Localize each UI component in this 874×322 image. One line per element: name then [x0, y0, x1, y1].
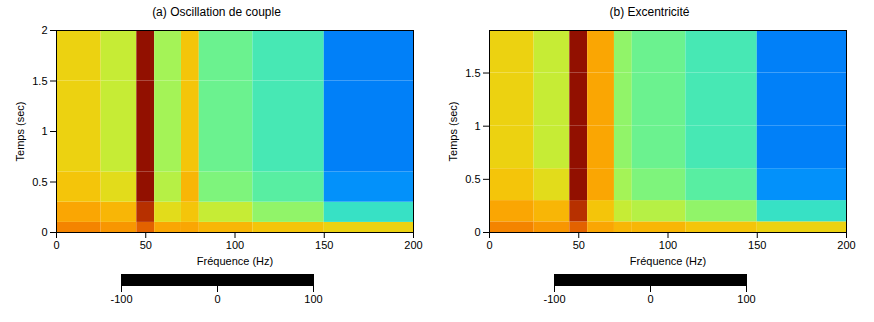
svg-text:2: 2	[41, 24, 47, 36]
svg-text:0.5: 0.5	[465, 173, 480, 185]
svg-text:50: 50	[140, 239, 152, 251]
svg-text:200: 200	[404, 239, 422, 251]
svg-text:-100: -100	[543, 293, 565, 305]
svg-text:50: 50	[573, 239, 585, 251]
svg-text:100: 100	[226, 239, 244, 251]
svg-text:0: 0	[486, 239, 492, 251]
svg-text:Fréquence (Hz): Fréquence (Hz)	[630, 255, 706, 267]
html-text:(a) Oscillation de couple: (a) Oscillation de couple	[152, 5, 281, 19]
svg-text:100: 100	[304, 293, 322, 305]
svg-text:150: 150	[315, 239, 333, 251]
svg-text:0: 0	[474, 226, 480, 238]
svg-text:1: 1	[41, 125, 47, 137]
html-text:(b) Excentricité: (b) Excentricité	[609, 5, 690, 19]
svg-text:1.5: 1.5	[465, 67, 480, 79]
svg-text:0: 0	[53, 239, 59, 251]
svg-text:200: 200	[837, 239, 855, 251]
svg-text:100: 100	[737, 293, 755, 305]
svg-text:100: 100	[659, 239, 677, 251]
svg-text:0.5: 0.5	[32, 176, 47, 188]
svg-text:0: 0	[41, 226, 47, 238]
svg-text:Temps (sec): Temps (sec)	[14, 102, 26, 162]
svg-text:1.5: 1.5	[32, 75, 47, 87]
svg-text:0: 0	[214, 293, 220, 305]
svg-text:150: 150	[748, 239, 766, 251]
svg-text:Temps (sec): Temps (sec)	[447, 102, 459, 162]
svg-text:0: 0	[647, 293, 653, 305]
svg-text:1: 1	[474, 120, 480, 132]
svg-text:Fréquence (Hz): Fréquence (Hz)	[197, 255, 273, 267]
svg-text:-100: -100	[110, 293, 132, 305]
